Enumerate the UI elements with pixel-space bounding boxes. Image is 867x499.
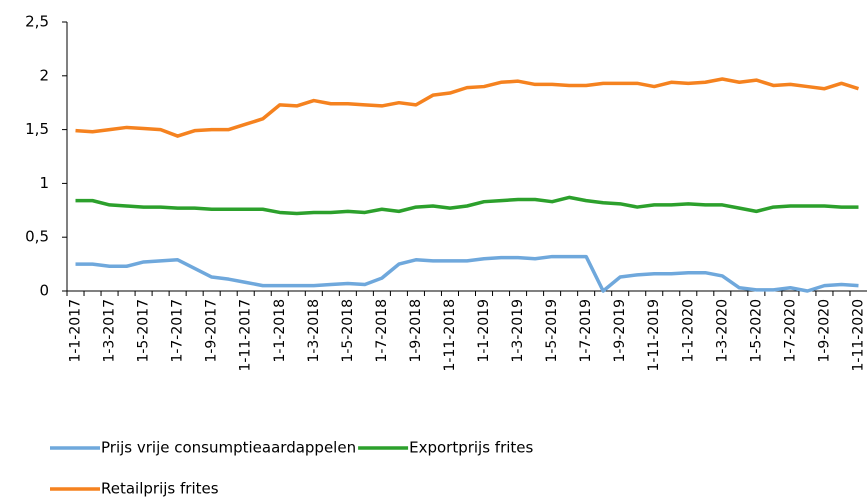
x-tick-label: 1-11-2017 [238, 299, 254, 371]
y-tick-label: 1,5 [25, 120, 49, 138]
x-tick-label: 1-7-2018 [374, 299, 390, 363]
x-tick-label: 1-1-2019 [476, 299, 492, 363]
x-tick-label: 1-11-2018 [442, 299, 458, 371]
x-tick-label: 1-11-2020 [850, 299, 866, 371]
x-tick-label: 1-5-2019 [544, 299, 560, 363]
series-line [75, 195, 859, 216]
x-tick-label: 1-9-2020 [816, 299, 832, 363]
x-tick-label: 1-5-2020 [748, 299, 764, 363]
x-tick-label: 1-3-2018 [306, 299, 322, 363]
legend-label: Retailprijs frites [101, 480, 219, 498]
x-tick-label: 1-7-2017 [170, 299, 186, 363]
x-tick-label: 1-5-2017 [136, 299, 152, 363]
y-tick-label: 2 [39, 66, 49, 84]
legend-label: Prijs vrije consumptieaardappelen [101, 439, 356, 457]
x-tick-label: 1-7-2020 [782, 299, 798, 363]
x-tick-label: 1-9-2018 [408, 299, 424, 363]
x-tick-label: 1-9-2017 [204, 299, 220, 363]
x-tick-label: 1-1-2018 [272, 299, 288, 363]
series-line [75, 254, 859, 293]
y-tick-label: 1 [39, 174, 49, 192]
x-tick-label: 1-3-2017 [102, 299, 118, 363]
x-tick-label: 1-1-2017 [68, 299, 84, 363]
x-tick-label: 1-11-2019 [646, 299, 662, 371]
y-tick-label: 2,5 [25, 13, 49, 31]
legend-label: Exportprijs frites [409, 439, 533, 457]
x-tick-label: 1-1-2020 [680, 299, 696, 363]
y-tick-label: 0,5 [25, 228, 49, 246]
x-tick-label: 1-9-2019 [612, 299, 628, 363]
y-tick-label: 0 [39, 282, 49, 300]
x-tick-label: 1-7-2019 [578, 299, 594, 363]
x-tick-label: 1-3-2020 [714, 299, 730, 363]
x-tick-label: 1-3-2019 [510, 299, 526, 363]
x-tick-label: 1-5-2018 [340, 299, 356, 363]
series-line [75, 77, 860, 138]
